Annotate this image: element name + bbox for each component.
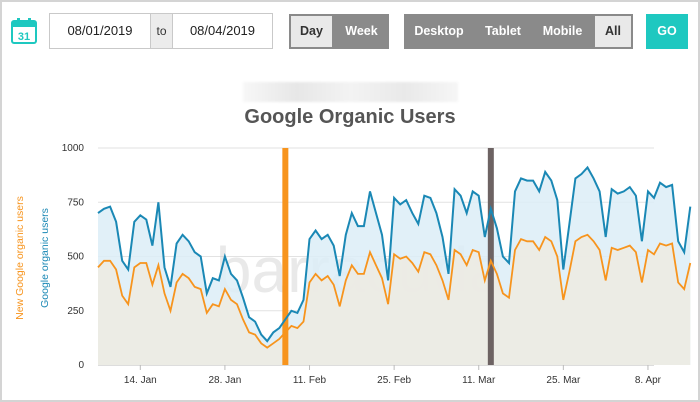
calendar-icon-day: 31 — [18, 31, 30, 43]
line-new-google-organic-users — [97, 233, 692, 349]
x-tick-label: 8. Apr — [635, 375, 662, 386]
y-tick-label: 500 — [67, 252, 84, 263]
x-tick-label: 25. Mar — [546, 375, 581, 386]
blurred-subtitle — [243, 82, 458, 102]
week-button[interactable]: Week — [334, 14, 389, 49]
line-google-organic-users — [97, 165, 692, 343]
mobile-button[interactable]: Mobile — [532, 14, 593, 49]
y-axis-label-google-organic-users: Google organic users — [39, 208, 51, 308]
go-button[interactable]: GO — [646, 14, 688, 49]
x-tick-label: 25. Feb — [377, 375, 411, 386]
x-tick-label: 11. Mar — [462, 375, 496, 386]
x-tick-label: 14. Jan — [124, 375, 157, 386]
axis-layer: 0 250 500 750 1000 14. Jan 28. Jan 11. Feb 25. F… — [14, 143, 662, 386]
y-tick-label: 250 — [67, 306, 84, 317]
tablet-button[interactable]: Tablet — [474, 14, 532, 49]
date-from-input[interactable]: 08/01/2019 — [49, 13, 151, 49]
all-button[interactable]: All — [593, 14, 633, 49]
day-button[interactable]: Day — [289, 14, 334, 49]
desktop-button[interactable]: Desktop — [404, 14, 474, 49]
date-to-input[interactable]: 08/04/2019 — [172, 13, 273, 49]
x-tick-label: 28. Jan — [209, 375, 242, 386]
chart-title: Google Organic Users — [244, 106, 456, 128]
area-layer — [98, 167, 691, 365]
marker-layer — [282, 148, 494, 365]
vertical-marker — [282, 148, 289, 365]
y-axis-label-new-google-organic-users: New Google organic users — [14, 196, 26, 320]
to-label: to — [151, 13, 172, 49]
y-tick-label: 0 — [78, 360, 84, 371]
x-tick-label: 11. Feb — [293, 375, 327, 386]
line-layer — [97, 165, 692, 349]
y-tick-label: 750 — [67, 197, 84, 208]
area-new-google-organic-users — [98, 234, 691, 365]
y-tick-label: 1000 — [62, 143, 85, 154]
vertical-marker — [487, 148, 494, 365]
calendar-icon[interactable]: 31 — [10, 17, 38, 45]
